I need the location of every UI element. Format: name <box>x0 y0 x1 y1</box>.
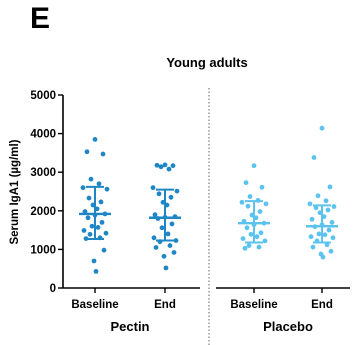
data-point <box>239 199 245 205</box>
group-label: Placebo <box>263 319 313 334</box>
data-point <box>169 221 175 227</box>
data-point <box>262 238 268 244</box>
data-point <box>243 180 249 186</box>
x-category-label: End <box>311 299 333 311</box>
data-point <box>100 151 106 157</box>
data-point <box>151 235 157 241</box>
data-point <box>89 223 95 229</box>
data-point <box>245 203 251 209</box>
data-point <box>322 232 328 238</box>
data-point <box>244 225 250 231</box>
data-point <box>316 231 322 237</box>
data-point <box>150 185 156 191</box>
data-point <box>152 212 158 218</box>
data-point <box>153 245 159 250</box>
data-point <box>328 248 334 254</box>
data-point <box>154 162 160 168</box>
data-point <box>165 231 171 237</box>
series-pectin-baseline <box>79 136 111 274</box>
data-point <box>326 227 332 233</box>
data-point <box>174 188 180 194</box>
data-point <box>246 243 252 248</box>
data-point <box>325 207 331 213</box>
data-point <box>254 234 260 240</box>
data-point <box>327 184 333 190</box>
y-tick-label: 2000 <box>30 206 56 218</box>
data-point <box>158 164 164 170</box>
data-point <box>170 163 176 169</box>
x-category-label: Baseline <box>230 299 277 311</box>
data-point <box>308 234 314 240</box>
data-point <box>84 149 90 155</box>
data-point <box>88 176 94 182</box>
data-point <box>166 166 172 172</box>
data-point <box>240 236 246 241</box>
axes <box>58 88 350 345</box>
data-point <box>163 265 169 271</box>
data-point <box>85 215 91 221</box>
data-point <box>263 201 269 207</box>
data-point <box>173 238 179 243</box>
data-point <box>87 231 93 237</box>
data-point <box>161 253 167 259</box>
data-point <box>99 219 105 225</box>
data-point <box>313 205 319 211</box>
data-point <box>156 191 162 197</box>
data-point <box>86 195 92 201</box>
data-point <box>311 155 317 160</box>
data-point <box>93 269 99 274</box>
data-point <box>167 243 173 248</box>
data-point <box>247 194 253 199</box>
data-point <box>320 254 326 260</box>
data-point <box>101 247 107 253</box>
y-tick-label: 4000 <box>30 129 56 141</box>
data-point <box>248 231 254 237</box>
data-point <box>315 193 321 199</box>
data-point <box>257 209 263 214</box>
data-point <box>162 162 168 168</box>
data-point <box>159 225 165 231</box>
data-point <box>92 136 98 142</box>
data-point <box>329 219 335 225</box>
data-point <box>307 201 313 207</box>
data-point <box>256 244 262 250</box>
x-category-label: Baseline <box>71 299 118 311</box>
data-point <box>81 228 87 233</box>
data-point <box>168 194 174 200</box>
data-point <box>91 258 97 264</box>
data-point <box>331 204 337 209</box>
y-tick-label: 0 <box>50 283 56 295</box>
y-tick-label: 1000 <box>30 244 56 256</box>
data-point <box>259 184 265 190</box>
group-label: Pectin <box>110 319 149 334</box>
panel-letter: E <box>30 2 51 35</box>
data-point <box>96 181 102 187</box>
data-point <box>310 244 316 250</box>
chart-labels: 0 1000 2000 3000 4000 5000 Baseline End Baseline… <box>30 90 332 334</box>
data-point <box>330 235 336 241</box>
data-point <box>103 230 109 236</box>
data-point <box>242 245 248 251</box>
data-point <box>323 198 329 204</box>
data-point <box>258 230 264 236</box>
y-tick-label: 3000 <box>30 167 56 179</box>
chart-marks <box>79 125 338 274</box>
chart-title: Young adults <box>166 55 247 70</box>
series-pectin-end <box>149 162 181 271</box>
data-point <box>309 216 315 222</box>
data-point <box>319 125 325 131</box>
y-axis-label: Serum IgA1 (µg/ml) <box>9 139 21 244</box>
series-placebo-baseline <box>238 163 270 251</box>
data-point <box>171 250 177 255</box>
x-category-label: End <box>154 299 176 311</box>
data-point <box>95 224 101 230</box>
y-tick-label: 5000 <box>30 90 56 102</box>
series-placebo-end <box>306 125 338 260</box>
data-point <box>324 242 330 248</box>
data-point <box>98 199 104 205</box>
data-point <box>251 163 257 169</box>
data-point <box>104 186 110 192</box>
data-point <box>80 185 86 191</box>
